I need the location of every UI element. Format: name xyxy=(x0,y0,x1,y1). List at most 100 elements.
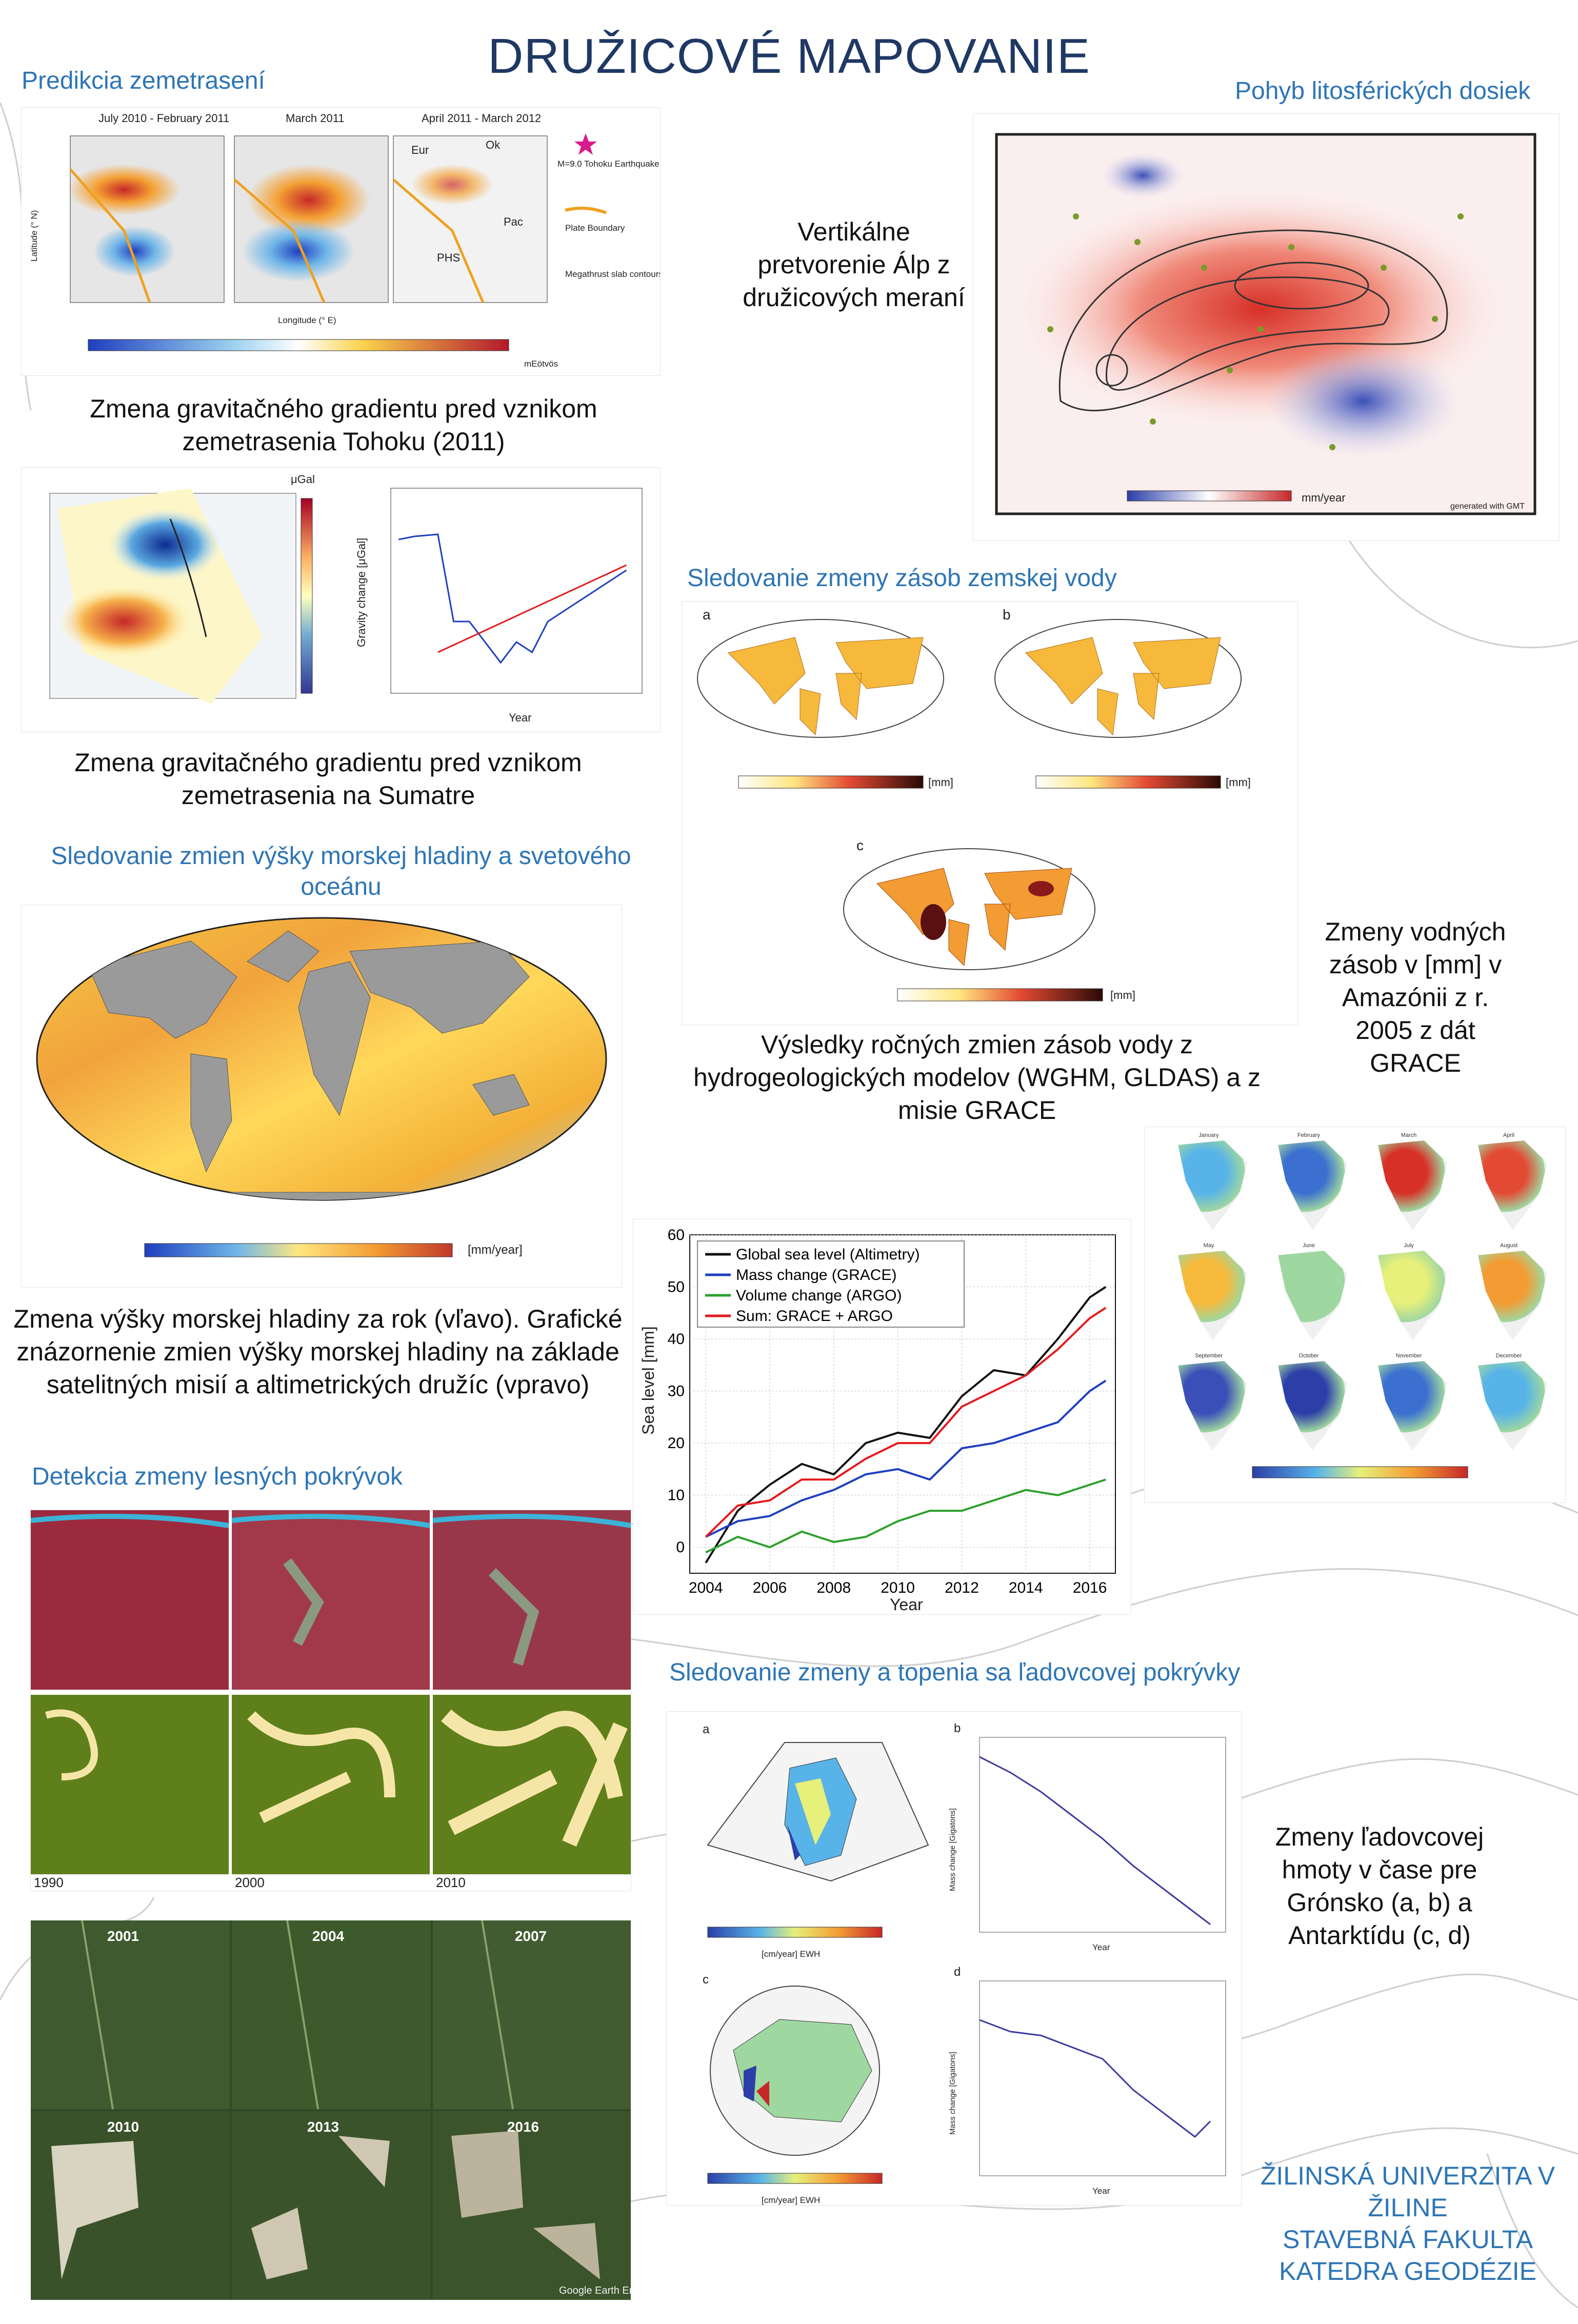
ge-year-2013: 2013 xyxy=(307,2119,339,2135)
amazon-month-map: June xyxy=(1265,1243,1352,1345)
amazon-continent-shape xyxy=(1478,1251,1547,1340)
sumatra-gravity-chart: Gravity change [μGal] Year xyxy=(355,488,643,724)
panel-title-1: July 2010 - February 2011 xyxy=(98,112,229,125)
ice-unit-c: [cm/year] EWH xyxy=(762,2195,820,2205)
x-tick-label: 2008 xyxy=(816,1579,851,1596)
page-title: DRUŽICOVÉ MAPOVANIE xyxy=(488,29,1090,84)
greenland-xlabel: Year xyxy=(1092,1942,1110,1952)
series-line-0 xyxy=(398,533,627,664)
legend-boundary: Plate Boundary xyxy=(565,223,625,233)
sealevel-map: [mm/year] xyxy=(36,917,607,1257)
ge-year-2001: 2001 xyxy=(107,1928,139,1944)
amazon-colorbar xyxy=(1252,1466,1468,1478)
amazon-month-label: April xyxy=(1503,1132,1514,1138)
amazon-month-map: February xyxy=(1265,1132,1352,1235)
amazon-continent-shape xyxy=(1478,1361,1547,1451)
amazon-continent-shape xyxy=(1278,1140,1347,1230)
landsat-year-2010: 2010 xyxy=(436,1875,466,1890)
caption-tohoku: Zmena gravitačného gradientu pred vzniko… xyxy=(90,394,597,456)
amazon-month-map: January xyxy=(1165,1132,1252,1235)
ice-figure: a [cm/year] EWH c [cm/year] EWH b Mass c… xyxy=(667,1712,1241,2205)
amazon-month-label: March xyxy=(1401,1132,1417,1138)
google-earth-credit: Google Earth Engine xyxy=(559,2285,631,2296)
groundwater-panel-b: b xyxy=(1003,607,1011,623)
footer-department: KATEDRA GEODÉZIE xyxy=(1279,2257,1536,2286)
sumatra-map-unit: μGal xyxy=(291,473,315,486)
amazon-continent-shape xyxy=(1178,1251,1247,1340)
google-earth-panels: 2001 2004 2007 2010 2013 2016 Google Ear… xyxy=(31,1920,654,2300)
plate-label-eur: Eur xyxy=(411,144,429,156)
sealevel-map-figure: [mm/year] xyxy=(22,905,622,1287)
amazon-continent-shape xyxy=(1478,1140,1547,1230)
ice-maps: a [cm/year] EWH c [cm/year] EWH xyxy=(703,1722,929,2205)
amazon-continent-shape xyxy=(1378,1251,1447,1340)
antarctica-mass-chart: d Mass change [Gigatons] Year xyxy=(948,1966,1226,2196)
tohoku-xlabel: Longitude (° E) xyxy=(278,315,336,325)
amazon-continent-shape xyxy=(1278,1361,1347,1451)
sealevel-chart-xlabel: Year xyxy=(890,1595,923,1614)
heading-ice: Sledovanie zmeny a topenia sa ľadovcovej… xyxy=(669,1659,1241,1686)
heading-sealevel: Sledovanie zmien výšky morskej hladiny a… xyxy=(51,843,631,900)
y-tick-label: 60 xyxy=(668,1227,685,1244)
amazon-month-map: November xyxy=(1365,1353,1452,1455)
star-icon xyxy=(574,133,597,155)
x-tick-label: 2012 xyxy=(945,1579,979,1596)
series-line-3 xyxy=(705,1307,1107,1538)
sumatra-xlabel: Year xyxy=(509,711,531,724)
amazon-continent-shape xyxy=(1378,1140,1447,1230)
x-tick-label: 2010 xyxy=(881,1579,915,1596)
sealevel-chart-ylabel: Sea level [mm] xyxy=(639,1326,657,1435)
tohoku-maps: July 2010 - February 2011 March 2011 Apr… xyxy=(29,112,718,369)
y-tick-label: 40 xyxy=(668,1331,685,1348)
groundwater-unit-a: [mm] xyxy=(928,776,953,789)
x-tick-label: 2014 xyxy=(1009,1579,1043,1596)
greenland-ylabel: Mass change [Gigatons] xyxy=(948,1808,957,1891)
series-line-2 xyxy=(705,1478,1106,1554)
alps-credit: generated with GMT xyxy=(1450,502,1525,511)
series-line-1 xyxy=(705,1379,1107,1538)
amazon-month-map: August xyxy=(1465,1243,1552,1345)
amazon-figure: January February March April May June July Augu… xyxy=(1145,1127,1565,1502)
series-line-0 xyxy=(979,1756,1211,1925)
legend-label-1: Mass change (GRACE) xyxy=(736,1267,896,1284)
landsat-year-1990: 1990 xyxy=(34,1875,64,1890)
groundwater-unit-b: [mm] xyxy=(1226,776,1251,789)
groundwater-maps: a b [mm] [mm] c [mm] xyxy=(697,607,1251,1001)
alps-map: mm/year generated with GMT xyxy=(995,133,1536,515)
tohoku-colorbar-unit: mEötvös xyxy=(524,359,558,369)
groundwater-panel-a: a xyxy=(703,607,711,623)
sealevel-chart: 2004 2006 2008 2010 2012 2014 2016 0 10 20 30 40 50 6… xyxy=(639,1227,1116,1614)
ice-panel-d: d xyxy=(954,1966,961,1979)
landsat-figure: 1990 2000 2010 xyxy=(30,1510,631,1891)
legend-slab: Megathrust slab contours xyxy=(565,269,660,279)
amazon-month-label: July xyxy=(1404,1243,1414,1249)
sumatra-figure: μGal Gravity change [μGal] Year xyxy=(22,468,660,732)
greenland-mass-chart: b Mass change [Gigatons] Year xyxy=(948,1722,1226,1952)
amazon-month-label: October xyxy=(1299,1353,1319,1359)
amazon-continent-shape xyxy=(1178,1361,1247,1451)
sealevel-chart-figure: 2004 2006 2008 2010 2012 2014 2016 0 10 20 30 40 50 6… xyxy=(633,1219,1131,1614)
amazon-month-label: December xyxy=(1495,1353,1522,1359)
y-tick-label: 0 xyxy=(676,1539,685,1556)
x-tick-label: 2016 xyxy=(1073,1579,1107,1596)
x-tick-label: 2006 xyxy=(753,1579,787,1596)
legend-label-2: Volume change (ARGO) xyxy=(736,1287,902,1304)
footer: ŽILINSKÁ UNIVERZITA V ŽILINE STAVEBNÁ FA… xyxy=(1259,2160,1556,2287)
tohoku-figure: July 2010 - February 2011 March 2011 Apr… xyxy=(22,108,718,375)
caption-groundwater: Výsledky ročných zmien zásob vody z hydr… xyxy=(693,1030,1261,1125)
amazon-continent-shape xyxy=(1378,1361,1447,1451)
amazon-month-map: March xyxy=(1365,1132,1452,1235)
y-tick-label: 30 xyxy=(668,1383,685,1400)
legend-label-3: Sum: GRACE + ARGO xyxy=(736,1308,893,1325)
alps-figure: mm/year generated with GMT xyxy=(973,114,1559,540)
plate-label-pac: Pac xyxy=(504,215,523,228)
amazon-continent-shape xyxy=(1278,1251,1347,1340)
landsat-panels: 1990 2000 2010 xyxy=(30,1510,631,1890)
y-tick-label: 20 xyxy=(668,1435,685,1452)
sealevel-map-unit: [mm/year] xyxy=(468,1243,523,1257)
x-tick-label: 2004 xyxy=(689,1579,723,1596)
amazon-month-map: October xyxy=(1265,1353,1352,1455)
amazon-month-label: February xyxy=(1297,1132,1321,1138)
trend-line xyxy=(437,564,627,653)
landsat-year-2000: 2000 xyxy=(235,1875,265,1890)
